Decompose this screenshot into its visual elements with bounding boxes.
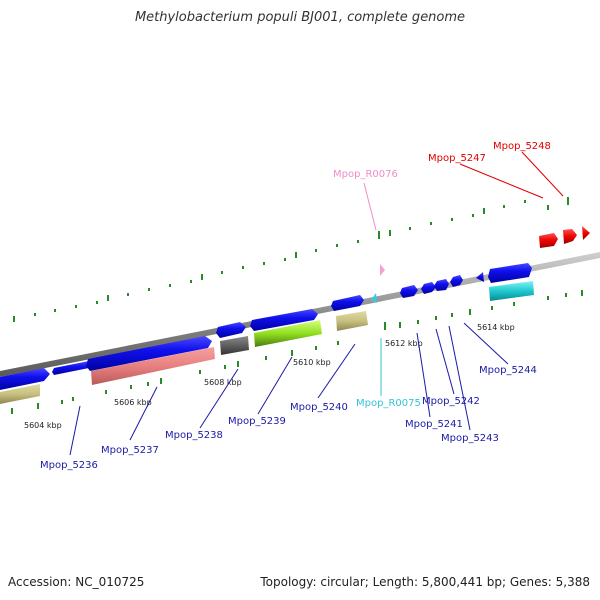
gene-arrow-5243b <box>450 275 463 287</box>
leader-5236 <box>69 405 81 456</box>
scale-label-5606: 5606 kbp <box>114 398 152 407</box>
leader-5238 <box>199 368 239 429</box>
gene-arrow-5239-upper <box>216 322 246 338</box>
gene-label-5244: Mpop_5244 <box>479 365 537 376</box>
gene-arrow-5240-upper <box>250 309 318 331</box>
leader-5241 <box>416 332 431 418</box>
gene-label-r0076: Mpop_R0076 <box>333 169 398 180</box>
scale-track-dots <box>11 290 583 414</box>
gene-arrow-5248 <box>563 229 577 244</box>
gene-label-5248: Mpop_5248 <box>493 141 551 152</box>
scale-label-5612: 5612 kbp <box>385 339 423 348</box>
genome-title: Methylobacterium populi BJ001, complete … <box>134 10 466 25</box>
leader-5240 <box>317 343 356 399</box>
gene-label-5236: Mpop_5236 <box>40 460 98 471</box>
gene-label-r0075: Mpop_R0075 <box>356 398 421 409</box>
gene-label-5243: Mpop_5243 <box>441 433 499 444</box>
scale-label-5610: 5610 kbp <box>293 358 331 367</box>
gene-arrow-5238-upper <box>86 336 212 371</box>
accession-label: Accession: NC_010725 <box>8 575 145 589</box>
leader-lines <box>69 151 564 456</box>
gene-label-5241: Mpop_5241 <box>405 419 463 430</box>
gene-arrow-5249 <box>582 226 590 240</box>
leader-5244 <box>463 322 509 365</box>
gene-label-5237: Mpop_5237 <box>101 445 159 456</box>
outer-track-dots <box>13 197 569 322</box>
gene-label-5242: Mpop_5242 <box>422 396 480 407</box>
leader-5237 <box>129 386 158 441</box>
gene-arrow-5242 <box>421 282 436 294</box>
gene-arrow-5247 <box>539 233 558 248</box>
leader-5242 <box>435 328 455 395</box>
topology-label: Topology: circular; Length: 5,800,441 bp… <box>260 575 590 589</box>
leader-5247 <box>459 163 544 199</box>
gene-arrow-r0075 <box>371 293 377 303</box>
cat-cyan <box>489 281 534 301</box>
gene-label-5239: Mpop_5239 <box>228 416 286 427</box>
leader-r0076 <box>363 182 377 231</box>
cat-lime <box>254 320 322 347</box>
category-strip <box>0 281 534 404</box>
gene-labels: Mpop_5236 Mpop_5237 Mpop_5238 Mpop_5239 … <box>40 141 551 471</box>
gene-arrow-5243 <box>434 279 449 291</box>
gene-arrow-5240b-upper <box>331 295 364 311</box>
leader-5248 <box>521 151 564 197</box>
scale-label-5604: 5604 kbp <box>24 421 62 430</box>
gene-label-5240: Mpop_5240 <box>290 402 348 413</box>
cat-gray <box>220 336 249 355</box>
scale-label-5614: 5614 kbp <box>477 323 515 332</box>
leader-5239 <box>257 356 293 415</box>
leader-5243 <box>448 325 471 431</box>
gene-arrow-5237-upper <box>52 361 89 375</box>
scale-label-5608: 5608 kbp <box>204 378 242 387</box>
upper-strand-genes <box>0 226 590 390</box>
cat-khaki-2 <box>336 311 368 331</box>
gene-arrow-5244 <box>488 263 532 283</box>
gene-label-5238: Mpop_5238 <box>165 430 223 441</box>
scale-labels: 5604 kbp 5606 kbp 5608 kbp 5610 kbp 5612… <box>24 323 515 430</box>
cat-pink <box>91 347 215 385</box>
cat-khaki-1 <box>0 384 40 404</box>
gene-label-5247: Mpop_5247 <box>428 153 486 164</box>
gene-arrow-5236-upper <box>0 368 50 390</box>
gene-arrow-5241 <box>400 285 418 298</box>
gene-arrow-5244a <box>476 272 484 282</box>
gene-arrow-r0076 <box>380 264 385 276</box>
